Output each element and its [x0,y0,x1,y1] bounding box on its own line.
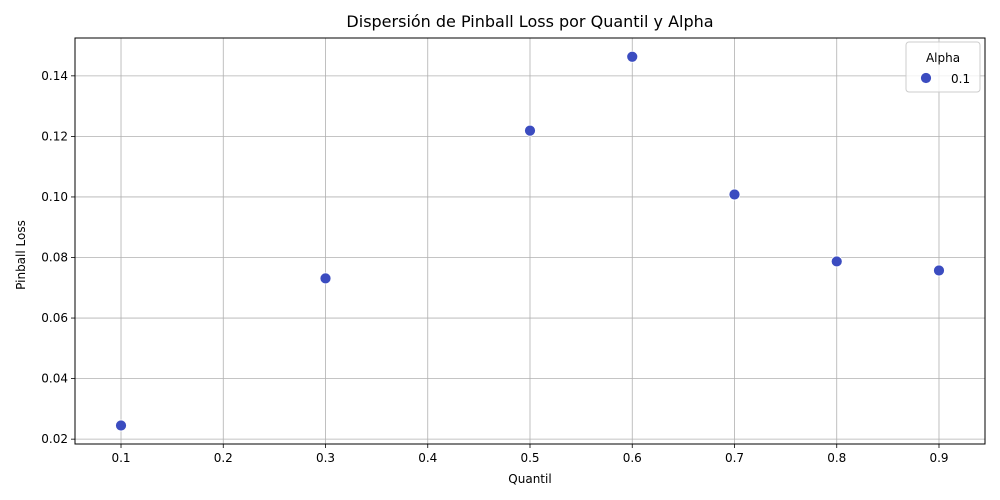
y-axis-ticks: 0.02 0.04 0.06 0.08 0.10 0.12 0.14 [41,69,75,446]
y-tick-label: 0.02 [41,432,68,446]
data-point [626,50,639,63]
x-tick-label: 0.1 [111,451,130,465]
data-point [933,264,945,277]
data-point [830,255,843,268]
x-tick-label: 0.8 [827,451,846,465]
y-tick-label: 0.10 [41,190,68,204]
chart-title: Dispersión de Pinball Loss por Quantil y… [346,12,713,31]
legend-series-label: 0.1 [951,72,970,86]
x-tick-label: 0.6 [623,451,642,465]
x-tick-label: 0.4 [418,451,437,465]
x-axis-title: Quantil [508,472,551,486]
scatter-points [115,50,945,432]
x-axis-ticks: 0.1 0.2 0.3 0.4 0.5 0.6 0.7 0.8 0.9 [111,444,949,465]
y-tick-label: 0.12 [41,129,68,143]
y-tick-label: 0.04 [41,372,68,386]
data-point [728,188,741,201]
x-tick-label: 0.9 [929,451,948,465]
x-tick-label: 0.5 [520,451,539,465]
data-point [319,272,332,285]
y-tick-label: 0.08 [41,251,68,265]
legend-title: Alpha [926,51,960,65]
y-tick-label: 0.06 [41,311,68,325]
x-tick-label: 0.7 [725,451,744,465]
data-point [524,124,536,137]
y-tick-label: 0.14 [41,69,68,83]
legend: Alpha 0.1 [905,41,981,93]
data-point [115,419,127,432]
x-tick-label: 0.3 [316,451,335,465]
y-axis-title: Pinball Loss [14,220,28,290]
x-tick-label: 0.2 [214,451,233,465]
legend-marker [920,72,932,84]
